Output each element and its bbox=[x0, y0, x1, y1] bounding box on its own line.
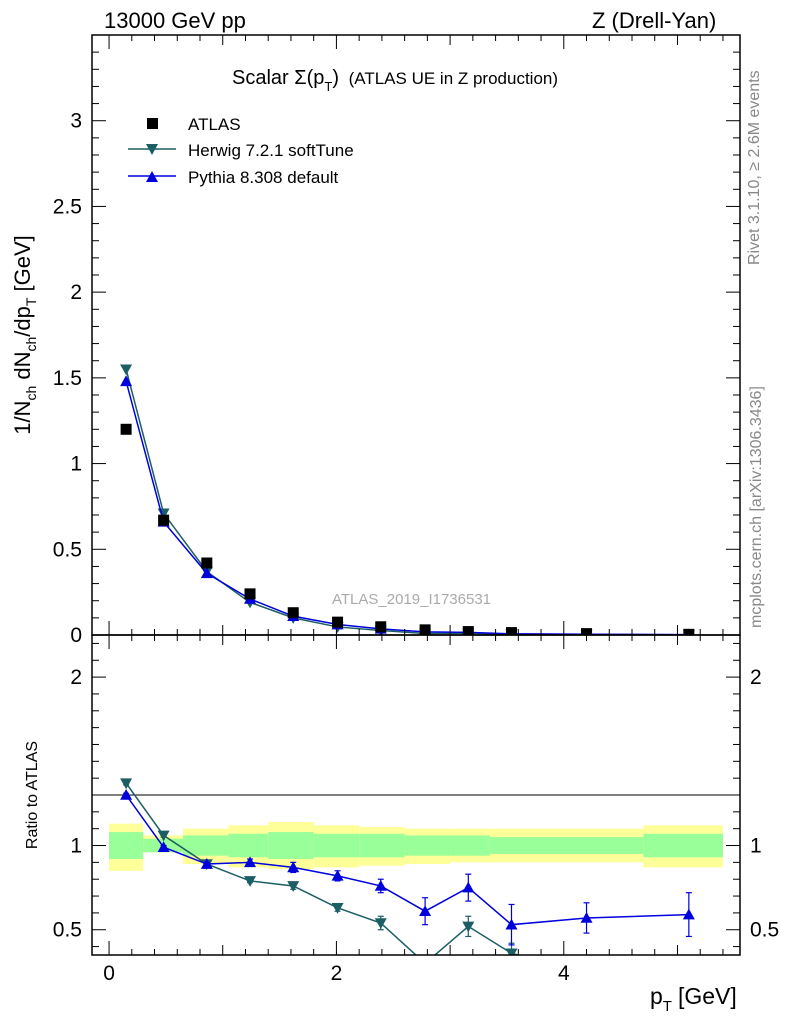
uncertainty-bands bbox=[109, 821, 723, 871]
herwig-ratio-point bbox=[505, 948, 518, 955]
pythia-ratio-point bbox=[462, 881, 475, 893]
main-y-tick-labels: 0 0.5 1 1.5 2 2.5 3 bbox=[53, 110, 82, 647]
legend-atlas-marker bbox=[147, 118, 158, 129]
atlas-data-point bbox=[332, 616, 344, 628]
atlas-data-point bbox=[462, 626, 474, 635]
main-y-tick-label: 0.5 bbox=[53, 538, 82, 561]
herwig-ratio-point bbox=[331, 903, 344, 914]
pythia-ratio-point bbox=[287, 861, 300, 873]
legend-pythia-marker bbox=[146, 171, 158, 182]
legend-pythia-label: Pythia 8.308 default bbox=[188, 168, 339, 187]
pythia-ratio-point bbox=[682, 908, 695, 920]
herwig-ratio-point bbox=[157, 830, 170, 842]
main-y-axis-label: 1/Nch dNch/dpT [GeV] bbox=[10, 235, 39, 435]
atlas-data-point bbox=[683, 628, 695, 635]
x-tick-labels: 0 2 4 bbox=[103, 962, 570, 985]
rivet-version-note: Rivet 3.1.10, ≥ 2.6M events bbox=[746, 70, 763, 265]
mcplots-reference-note: mcplots.cern.ch [arXiv:1306.3436] bbox=[748, 386, 765, 628]
main-y-tick-label: 0 bbox=[70, 624, 82, 647]
pythia-main-point bbox=[120, 375, 133, 387]
x-tick-label: 2 bbox=[331, 962, 343, 985]
pythia-ratio-point bbox=[157, 841, 170, 853]
main-y-tick-label: 1.5 bbox=[53, 367, 82, 390]
pythia-main-point bbox=[200, 567, 213, 579]
ratio-y-axis-label: Ratio to ATLAS bbox=[24, 741, 41, 849]
herwig-ratio-point bbox=[120, 778, 133, 790]
herwig-ratio-line bbox=[125, 782, 522, 955]
atlas-data-point bbox=[158, 514, 170, 526]
axis-ticks bbox=[92, 34, 740, 955]
band-inner-segment bbox=[359, 833, 405, 858]
plot-title: Scalar Σ(pT) (ATLAS UE in Z production) bbox=[232, 67, 558, 94]
pythia-ratio-point bbox=[374, 879, 387, 891]
ratio-y-tick-label-right: 0.5 bbox=[750, 919, 779, 942]
band-inner-segment bbox=[489, 837, 644, 854]
main-y-tick-label: 3 bbox=[70, 110, 82, 133]
band-inner-segment bbox=[450, 835, 490, 856]
atlas-data-point bbox=[287, 607, 299, 619]
ratio-y-tick-label-left: 2 bbox=[70, 666, 82, 689]
main-y-tick-label: 1 bbox=[70, 453, 82, 476]
main-y-tick-label: 2.5 bbox=[53, 195, 82, 218]
ratio-y-tick-label-left: 1 bbox=[70, 835, 82, 858]
ratio-y-tick-label-right: 1 bbox=[750, 835, 762, 858]
x-tick-label: 0 bbox=[103, 962, 115, 985]
ratio-y-tick-labels: 0.5 0.5 1 1 2 2 bbox=[53, 666, 779, 942]
atlas-data-point bbox=[120, 423, 132, 435]
pythia-ratio-point bbox=[505, 918, 518, 930]
analysis-watermark: ATLAS_2019_I1736531 bbox=[332, 591, 491, 608]
herwig-ratio-point bbox=[419, 959, 431, 970]
herwig-ratio-point bbox=[581, 967, 593, 978]
herwig-ratio-point bbox=[244, 876, 257, 887]
legend: ATLAS Herwig 7.2.1 softTune Pythia 8.308… bbox=[128, 115, 354, 187]
legend-herwig-marker bbox=[146, 144, 158, 155]
band-inner-segment bbox=[268, 832, 314, 859]
herwig-ratio-point bbox=[462, 921, 475, 933]
band-inner-segment bbox=[404, 835, 451, 856]
pythia-ratio-point bbox=[244, 856, 257, 868]
ratio-y-tick-label-right: 2 bbox=[750, 666, 762, 689]
herwig-ratio-point bbox=[287, 881, 300, 892]
header-energy: 13000 GeV pp bbox=[104, 8, 246, 33]
legend-atlas-label: ATLAS bbox=[188, 115, 241, 134]
atlas-data-point bbox=[375, 621, 387, 633]
band-inner-segment bbox=[109, 832, 144, 859]
band-inner-segment bbox=[182, 835, 229, 856]
pythia-ratio-point bbox=[120, 789, 133, 800]
band-inner-segment bbox=[643, 833, 723, 858]
ratio-panel-series bbox=[120, 778, 695, 978]
header-process: Z (Drell-Yan) bbox=[592, 8, 717, 33]
legend-herwig-label: Herwig 7.2.1 softTune bbox=[188, 141, 354, 160]
x-axis-label: pT [GeV] bbox=[650, 983, 737, 1015]
pythia-main-line bbox=[125, 381, 689, 635]
main-y-tick-label: 2 bbox=[70, 281, 82, 304]
pythia-ratio-point bbox=[580, 911, 593, 923]
atlas-data-point bbox=[419, 624, 431, 635]
herwig-ratio-point bbox=[374, 918, 387, 929]
pythia-ratio-point bbox=[331, 869, 344, 881]
pythia-ratio-point bbox=[200, 858, 213, 869]
main-panel-series bbox=[120, 364, 695, 635]
atlas-data-point bbox=[201, 557, 213, 569]
atlas-data-point bbox=[505, 627, 517, 635]
pythia-ratio-line bbox=[125, 794, 689, 926]
x-tick-label: 4 bbox=[558, 962, 570, 985]
herwig-main-point bbox=[120, 364, 133, 376]
band-inner-segment bbox=[228, 833, 269, 858]
ratio-y-tick-label-left: 0.5 bbox=[53, 919, 82, 942]
pythia-ratio-point bbox=[419, 905, 432, 917]
band-inner-segment bbox=[313, 833, 360, 858]
atlas-data-point bbox=[244, 588, 256, 600]
